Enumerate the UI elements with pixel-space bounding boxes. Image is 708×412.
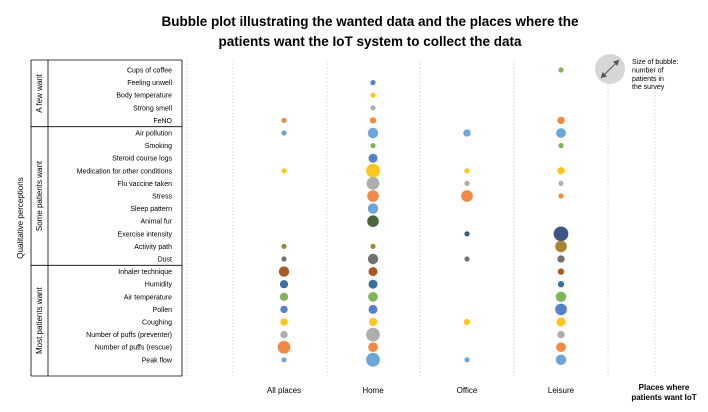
bubble <box>556 317 566 327</box>
bubble <box>370 92 376 98</box>
bubble <box>281 243 287 249</box>
bubble <box>464 168 470 174</box>
row-label: Exercise intensity <box>118 231 173 238</box>
bubble <box>557 116 565 125</box>
bubble <box>368 342 378 353</box>
bubble <box>463 318 471 326</box>
bubble <box>464 357 470 363</box>
bubble <box>280 305 288 314</box>
bubble <box>281 117 287 123</box>
row-label: Activity path <box>134 244 172 251</box>
bubble <box>368 279 378 289</box>
bubble <box>463 129 471 137</box>
bubble <box>558 67 564 73</box>
bubble <box>366 163 380 178</box>
row-label: Feeling unwell <box>127 80 172 87</box>
x-tick-label: All places <box>267 386 301 395</box>
bubble <box>464 231 470 237</box>
bubble <box>368 153 378 163</box>
bubble <box>464 180 470 186</box>
bubble <box>557 281 565 288</box>
x-tick-label: Leisure <box>548 386 575 395</box>
bubble <box>557 167 565 175</box>
bubble <box>557 330 565 339</box>
bubble <box>461 190 473 202</box>
row-label: Peak flow <box>142 357 173 364</box>
bubble <box>366 327 380 342</box>
bubble <box>278 266 290 277</box>
bubble <box>553 226 569 242</box>
bubble <box>464 256 470 262</box>
bubble <box>367 203 379 214</box>
bubble <box>281 256 287 262</box>
bubble <box>370 105 376 111</box>
bubble <box>366 177 380 190</box>
bubble <box>558 193 564 199</box>
bubble <box>281 168 287 174</box>
row-label: Number of puffs (preventer) <box>86 332 172 339</box>
bubble <box>277 340 291 354</box>
bubble <box>368 304 378 314</box>
bubble <box>555 354 567 365</box>
row-label: Medication for other conditions <box>77 168 173 175</box>
bubble <box>367 215 379 228</box>
bubble <box>281 357 287 363</box>
size-legend-arrowhead <box>613 60 619 66</box>
row-label: Body temperature <box>116 93 172 100</box>
bubble <box>367 190 379 202</box>
size-legend-text: Size of bubble: number of patients in the s… <box>632 59 678 91</box>
x-tick-label: Office <box>457 386 478 395</box>
row-label: Animal fur <box>140 219 172 226</box>
bubble <box>558 180 564 186</box>
bubble <box>368 267 378 277</box>
bubble <box>370 80 376 86</box>
row-label: Air temperature <box>124 294 172 301</box>
bubble <box>281 130 287 136</box>
bubble <box>280 318 288 326</box>
group-label: A few want <box>35 73 44 112</box>
bubble <box>556 342 566 353</box>
row-label: Air pollution <box>135 131 172 138</box>
chart-title: Bubble plot illustrating the wanted data… <box>161 14 579 49</box>
bubble <box>370 143 376 149</box>
bubble <box>279 292 289 301</box>
row-label: Inhaler technique <box>118 269 172 276</box>
x-axis-title: Places where patients want IoT <box>631 383 696 402</box>
bubble <box>369 117 377 124</box>
bubble <box>555 240 567 253</box>
bubble <box>280 330 288 339</box>
bubble <box>367 253 379 265</box>
bubble <box>557 268 565 275</box>
row-label: Humidity <box>145 282 173 289</box>
y-axis-title: Qualitative perceptions <box>16 177 25 258</box>
bubble <box>555 291 567 302</box>
bubble <box>556 128 566 138</box>
bubble <box>279 280 289 289</box>
group-label: Some patients want <box>35 160 44 231</box>
size-legend-arrowhead <box>601 72 607 78</box>
row-label: Sleep pattern <box>130 206 172 213</box>
row-label: Stress <box>152 194 172 201</box>
bubble <box>366 352 380 367</box>
row-label: FeNO <box>153 118 172 125</box>
row-label: Steroid course logs <box>112 156 172 163</box>
row-label: Strong smell <box>133 105 172 112</box>
row-label: Number of puffs (rescue) <box>95 345 172 352</box>
bubble <box>368 291 378 302</box>
bubble <box>555 303 567 316</box>
bubble <box>558 143 564 149</box>
row-label: Smoking <box>145 143 172 150</box>
row-label: Cups of coffee <box>127 68 172 75</box>
bubble <box>370 243 376 249</box>
row-label: Pollen <box>153 307 173 314</box>
x-tick-label: Home <box>362 386 384 395</box>
group-label: Most patients want <box>35 287 44 354</box>
bubble <box>368 317 378 327</box>
bubble <box>557 255 565 263</box>
row-label: Dust <box>158 257 172 264</box>
row-label: Flu vaccine taken <box>118 181 173 188</box>
row-label: Coughing <box>142 320 172 327</box>
bubble <box>367 127 379 139</box>
